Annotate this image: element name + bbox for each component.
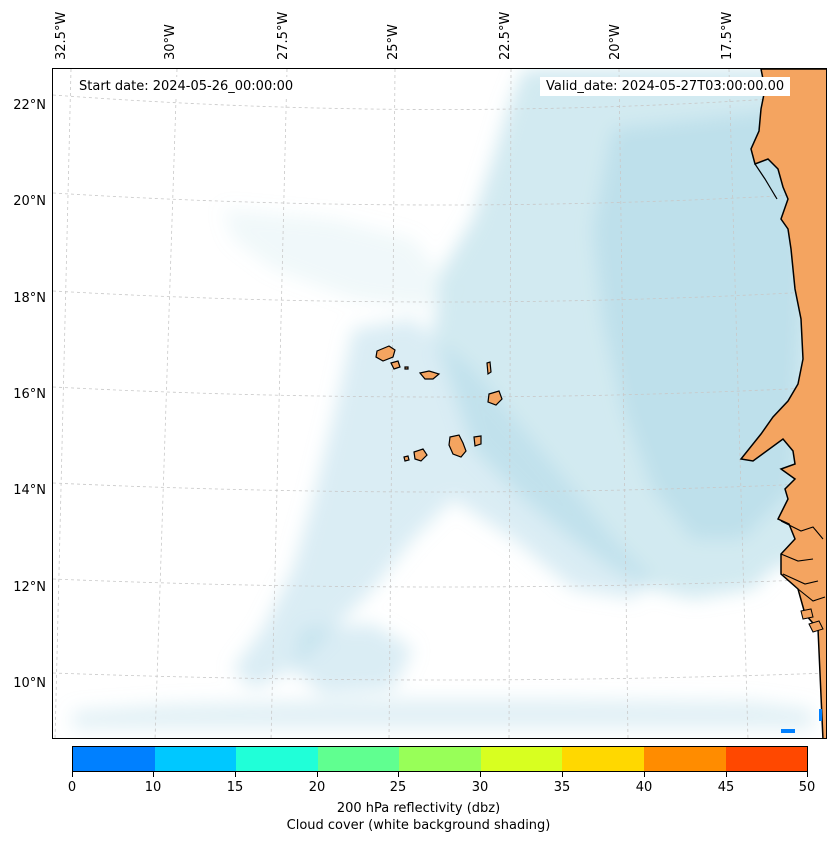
- sal-island: [486, 361, 492, 376]
- boa-vista-island: [487, 390, 503, 406]
- colorbar-tick-label-20: 20: [308, 780, 326, 795]
- lat-label-16n: 16°N: [13, 387, 46, 402]
- lon-label-25w: 25°W: [386, 24, 401, 60]
- start-date-label: Start date: 2024-05-26_00:00:00: [73, 77, 300, 96]
- map-canvas: [53, 69, 826, 738]
- colorbar-tick-label-30: 30: [471, 780, 489, 795]
- lat-label-14n: 14°N: [13, 483, 46, 498]
- valid-date-label: Valid_date: 2024-05-27T03:00:00.00: [540, 77, 791, 96]
- cloud-patch-lower: [293, 624, 413, 694]
- colorbar-tick: [644, 772, 645, 777]
- coast-inlet-north: [754, 163, 778, 200]
- colorbar-segment-40-45: [643, 747, 726, 771]
- lon-label-17-5w: 17.5°W: [720, 11, 735, 60]
- colorbar-segment-15-20: [236, 747, 318, 771]
- colorbar-title: 200 hPa reflectivity (dbz): [336, 801, 501, 816]
- colorbar-segment-25-30: [399, 747, 481, 771]
- colorbar-tick: [235, 772, 236, 777]
- coast-rivers-south: [780, 520, 826, 602]
- santa-luzia-island: [404, 366, 409, 370]
- sao-nicolau-island: [418, 370, 441, 380]
- colorbar-tick-label-25: 25: [389, 780, 407, 795]
- africa-coast-land: [739, 69, 826, 738]
- lon-label-22-5w: 22.5°W: [498, 11, 513, 60]
- colorbar: [72, 746, 808, 772]
- fogo-island: [413, 448, 428, 462]
- cloud-region-inner: [593, 109, 803, 539]
- map-panel[interactable]: Start date: 2024-05-26_00:00:00 Valid_da…: [52, 68, 827, 739]
- santiago-island: [448, 434, 467, 458]
- bijagos-islands: [800, 608, 824, 633]
- colorbar-tick-label-40: 40: [635, 780, 653, 795]
- lon-label-32-5w: 32.5°W: [54, 11, 69, 60]
- gridlines: [53, 69, 826, 738]
- colorbar-tick-label-50: 50: [798, 780, 816, 795]
- lat-label-18n: 18°N: [13, 291, 46, 306]
- lat-label-12n: 12°N: [13, 580, 46, 595]
- colorbar-tick: [72, 772, 73, 777]
- santo-antao-island: [375, 345, 396, 362]
- colorbar-segment-35-40: [562, 747, 644, 771]
- maio-island: [473, 435, 482, 447]
- reflectivity-spot-edge: [819, 709, 822, 721]
- lat-label-22n: 22°N: [13, 98, 46, 113]
- cape-verde-islands: [375, 345, 503, 462]
- colorbar-tick: [317, 772, 318, 777]
- lat-label-20n: 20°N: [13, 194, 46, 209]
- colorbar-tick: [398, 772, 399, 777]
- lat-label-10n: 10°N: [13, 676, 46, 691]
- lon-label-20w: 20°W: [608, 24, 623, 60]
- colorbar-segment-10-15: [154, 747, 237, 771]
- colorbar-segment-45-50: [725, 747, 808, 771]
- lon-label-30w: 30°W: [163, 24, 178, 60]
- colorbar-tick-label-35: 35: [553, 780, 571, 795]
- sao-vicente-island: [390, 360, 401, 370]
- colorbar-tick: [726, 772, 727, 777]
- colorbar-tick-label-15: 15: [226, 780, 244, 795]
- colorbar-segment-30-35: [480, 747, 563, 771]
- brava-island: [403, 455, 410, 462]
- colorbar-tick-label-10: 10: [144, 780, 162, 795]
- cloud-band-southwest: [233, 319, 653, 689]
- cloud-strip-south: [73, 699, 813, 729]
- cloud-cover-shading: [73, 69, 826, 729]
- colorbar-tick: [480, 772, 481, 777]
- lon-label-27-5w: 27.5°W: [276, 11, 291, 60]
- colorbar-segment-20-25: [317, 747, 400, 771]
- colorbar-tick-label-45: 45: [717, 780, 735, 795]
- cloud-band-northwest: [223, 209, 453, 309]
- colorbar-tick: [562, 772, 563, 777]
- colorbar-tick: [807, 772, 808, 777]
- colorbar-tick-label-0: 0: [67, 780, 77, 795]
- reflectivity-spot: [781, 729, 795, 733]
- colorbar-tick: [153, 772, 154, 777]
- colorbar-segment-0-10: [73, 747, 155, 771]
- colorbar-subtitle: Cloud cover (white background shading): [286, 818, 551, 833]
